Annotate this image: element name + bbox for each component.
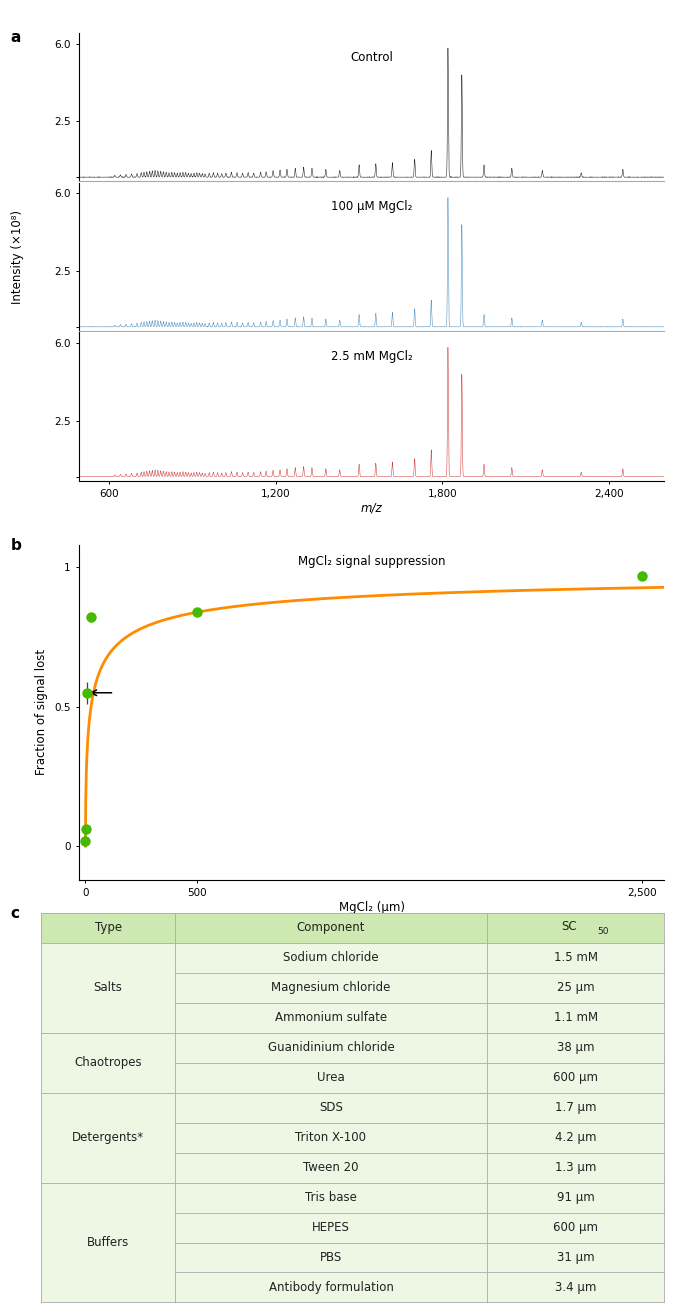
Text: Buffers: Buffers [87, 1236, 129, 1249]
Text: Ammonium sulfate: Ammonium sulfate [275, 1011, 387, 1024]
Text: 25 μm: 25 μm [557, 981, 595, 994]
Text: Detergents*: Detergents* [72, 1130, 144, 1144]
Text: 600 μm: 600 μm [553, 1221, 598, 1234]
Text: SDS: SDS [319, 1102, 343, 1113]
Text: Intensity (×10⁸): Intensity (×10⁸) [11, 210, 23, 305]
Text: 38 μm: 38 μm [557, 1041, 595, 1054]
Text: HEPES: HEPES [312, 1221, 350, 1234]
Text: Chaotropes: Chaotropes [74, 1056, 142, 1069]
Text: c: c [10, 906, 19, 920]
Text: PBS: PBS [320, 1251, 342, 1264]
Text: 1.7 μm: 1.7 μm [555, 1102, 597, 1113]
Text: 1.5 mM: 1.5 mM [553, 951, 597, 964]
Text: 4.2 μm: 4.2 μm [555, 1130, 597, 1144]
Text: 31 μm: 31 μm [557, 1251, 595, 1264]
Text: Magnesium chloride: Magnesium chloride [271, 981, 390, 994]
Text: 1.1 mM: 1.1 mM [553, 1011, 598, 1024]
Text: 100 μM MgCl₂: 100 μM MgCl₂ [331, 201, 412, 213]
Text: 91 μm: 91 μm [557, 1191, 595, 1204]
Y-axis label: Fraction of signal lost: Fraction of signal lost [36, 649, 49, 776]
Text: Salts: Salts [94, 981, 123, 994]
Text: 600 μm: 600 μm [553, 1071, 598, 1085]
X-axis label: MgCl₂ (μm): MgCl₂ (μm) [338, 901, 405, 914]
Text: 50: 50 [597, 927, 608, 936]
Text: Antibody formulation: Antibody formulation [269, 1281, 393, 1295]
Text: a: a [10, 30, 21, 45]
Text: 1.3 μm: 1.3 μm [555, 1161, 597, 1174]
Text: Type: Type [95, 920, 122, 934]
Text: Urea: Urea [317, 1071, 345, 1085]
Text: b: b [10, 538, 21, 553]
X-axis label: m/z: m/z [361, 502, 382, 515]
Text: Triton X-100: Triton X-100 [295, 1130, 366, 1144]
Text: Tris base: Tris base [305, 1191, 357, 1204]
Text: SC: SC [562, 920, 577, 934]
Text: 2.5 mM MgCl₂: 2.5 mM MgCl₂ [331, 351, 412, 362]
Text: MgCl₂ signal suppression: MgCl₂ signal suppression [298, 555, 445, 569]
Text: Component: Component [297, 920, 365, 934]
Text: 3.4 μm: 3.4 μm [555, 1281, 597, 1295]
Text: Control: Control [350, 51, 393, 63]
Text: Sodium chloride: Sodium chloride [283, 951, 379, 964]
Text: Guanidinium chloride: Guanidinium chloride [268, 1041, 395, 1054]
Text: Tween 20: Tween 20 [303, 1161, 359, 1174]
